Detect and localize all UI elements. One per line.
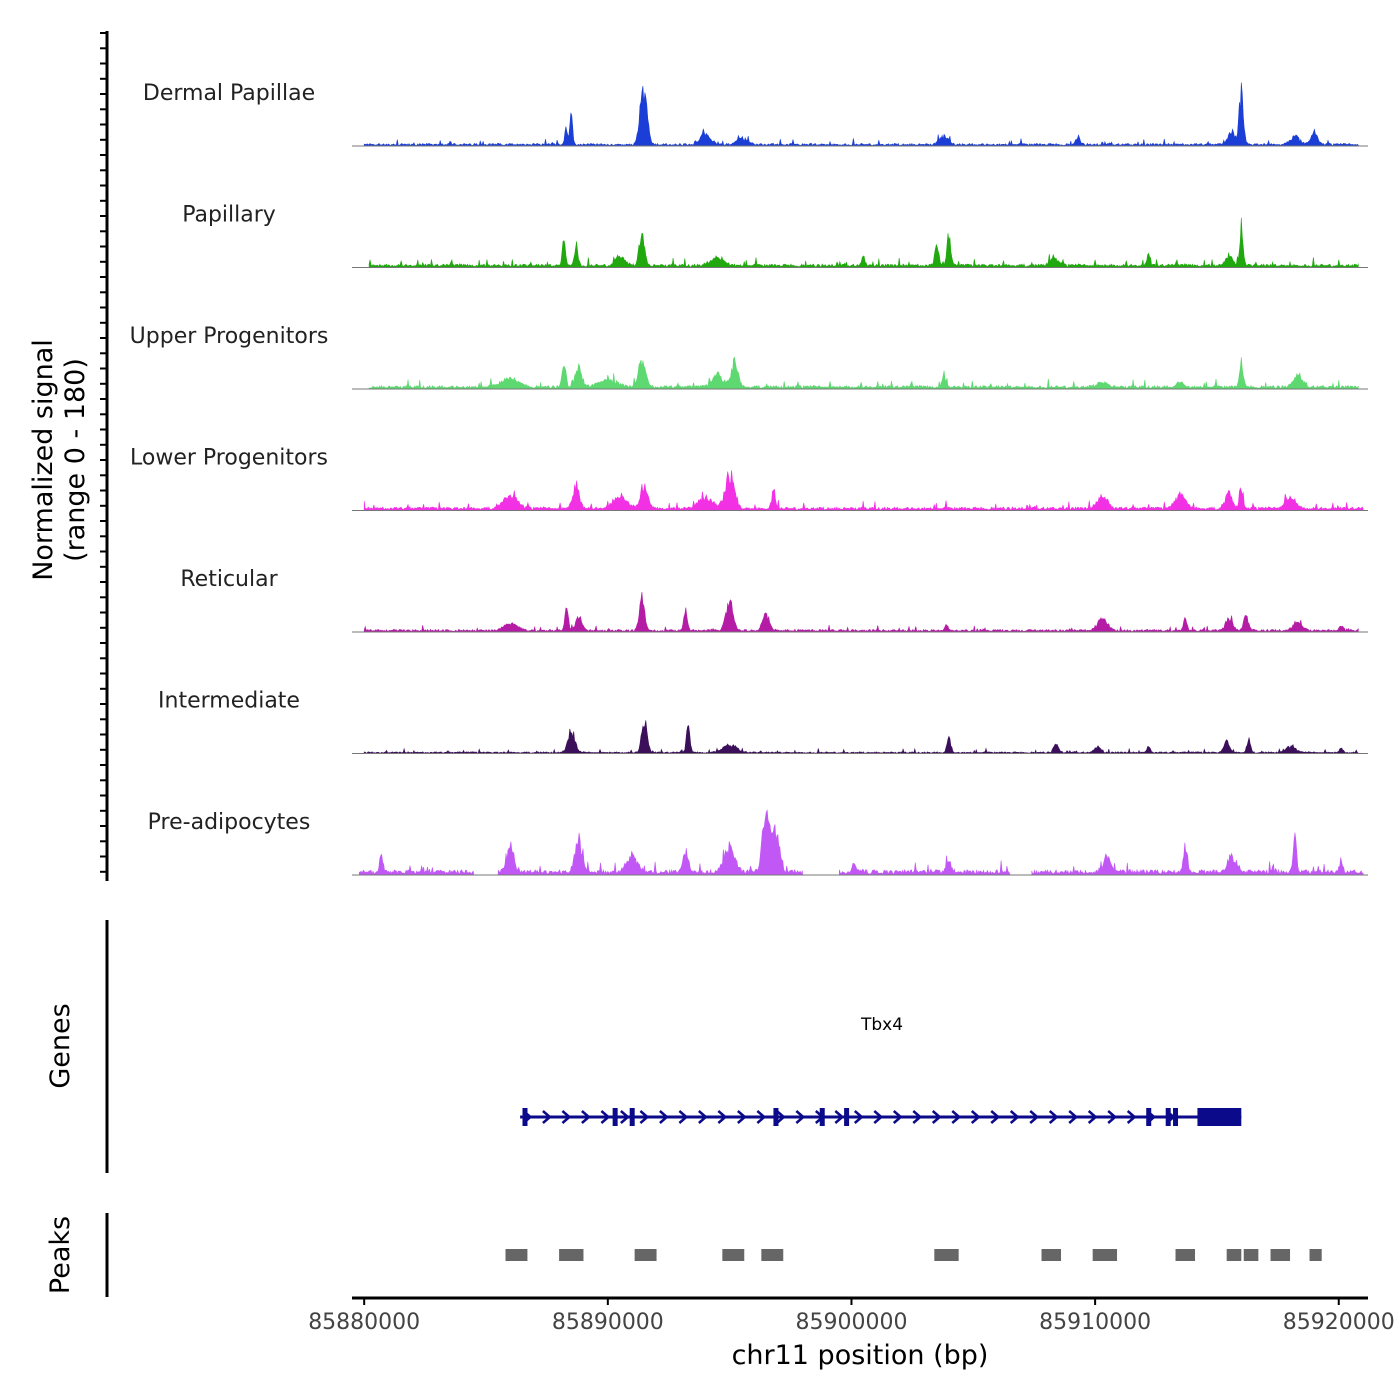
gene-name-label: Tbx4 bbox=[860, 1015, 903, 1035]
track-intermediate: Intermediate bbox=[158, 689, 1368, 754]
x-axis: 85880000 85890000 85900000 85910000 85920000 bbox=[308, 1296, 1395, 1335]
track-label: Intermediate bbox=[158, 689, 300, 714]
gene-strand-arrow bbox=[1087, 1110, 1098, 1124]
track-label: Dermal Papillae bbox=[143, 81, 315, 106]
signal-y-axis bbox=[100, 31, 109, 881]
track-reticular: Reticular bbox=[180, 567, 1368, 633]
track-papillary: Papillary bbox=[182, 203, 1368, 268]
gene-strand-arrow bbox=[620, 1110, 630, 1124]
track-label: Pre-adipocytes bbox=[148, 810, 311, 835]
y-axis-title-range: (range 0 - 180) bbox=[60, 358, 91, 562]
gene-exon bbox=[844, 1108, 850, 1126]
gene-exon bbox=[819, 1108, 825, 1126]
track-label: Lower Progenitors bbox=[130, 446, 328, 471]
gene-exon bbox=[612, 1108, 618, 1126]
gene-strand-arrow bbox=[892, 1110, 903, 1124]
gene-model-tbx4 bbox=[520, 1108, 1242, 1126]
gene-strand-arrow bbox=[600, 1110, 611, 1124]
peak-region-box bbox=[559, 1249, 584, 1261]
signal-tracks: Dermal Papillae Papillary Upper Progenitor… bbox=[130, 81, 1368, 876]
gene-strand-arrow bbox=[970, 1110, 981, 1124]
track-lower-progenitors: Lower Progenitors bbox=[130, 446, 1368, 511]
gene-strand-arrow bbox=[776, 1110, 786, 1124]
peak-region-box bbox=[761, 1249, 784, 1261]
track-label: Papillary bbox=[182, 203, 276, 228]
track-signal-area bbox=[368, 217, 1359, 268]
gene-strand-arrow bbox=[1029, 1110, 1040, 1124]
peaks-panel: Peaks bbox=[45, 1213, 1322, 1297]
peak-region-box bbox=[1309, 1249, 1322, 1261]
gene-exon bbox=[1173, 1108, 1179, 1126]
track-signal-area bbox=[363, 82, 1359, 147]
gene-strand-arrow bbox=[561, 1110, 572, 1124]
peak-region-box bbox=[1243, 1249, 1259, 1261]
gene-exon bbox=[1165, 1108, 1171, 1126]
gene-strand-arrow bbox=[678, 1110, 689, 1124]
peak-region-box bbox=[934, 1249, 959, 1261]
y-axis-title: Normalized signal bbox=[28, 339, 59, 581]
track-label: Upper Progenitors bbox=[130, 324, 329, 349]
gene-terminal-exon bbox=[1197, 1108, 1242, 1126]
x-tick-label: 85880000 bbox=[308, 1310, 420, 1335]
gene-strand-arrow bbox=[1126, 1110, 1137, 1124]
x-tick-label: 85910000 bbox=[1039, 1310, 1151, 1335]
gene-strand-arrow bbox=[542, 1110, 552, 1124]
peak-region-box bbox=[1226, 1249, 1242, 1261]
peak-region-box bbox=[505, 1249, 528, 1261]
gene-strand-arrow bbox=[1107, 1110, 1118, 1124]
gene-strand-arrow bbox=[931, 1110, 942, 1124]
peak-regions bbox=[505, 1249, 1322, 1261]
gene-strand-arrow bbox=[990, 1110, 1001, 1124]
track-signal-area bbox=[363, 591, 1359, 633]
gene-strand-arrow bbox=[1068, 1110, 1079, 1124]
gene-exon bbox=[522, 1108, 528, 1126]
gene-strand-arrow bbox=[853, 1110, 864, 1124]
peak-region-box bbox=[1175, 1249, 1196, 1261]
track-signal-area bbox=[497, 809, 804, 876]
gene-strand-arrow bbox=[834, 1110, 845, 1124]
peak-region-box bbox=[1270, 1249, 1291, 1261]
x-tick-label: 85920000 bbox=[1283, 1310, 1395, 1335]
x-axis-title: chr11 position (bp) bbox=[732, 1340, 989, 1371]
gene-strand-arrow bbox=[737, 1110, 747, 1124]
gene-strand-arrow bbox=[756, 1110, 767, 1124]
gene-strand-arrow bbox=[639, 1110, 650, 1124]
track-signal-area bbox=[1031, 832, 1364, 876]
track-signal-area bbox=[368, 356, 1359, 390]
peak-region-box bbox=[1041, 1249, 1062, 1261]
gene-exon bbox=[1146, 1108, 1152, 1126]
gene-strand-arrow bbox=[581, 1110, 591, 1124]
track-signal-area bbox=[839, 855, 1011, 876]
gene-strand-arrow bbox=[717, 1110, 728, 1124]
track-signal-area bbox=[359, 853, 475, 876]
gene-exon bbox=[629, 1108, 635, 1126]
gene-strand-arrow bbox=[659, 1110, 669, 1124]
track-dermal-papillae: Dermal Papillae bbox=[143, 81, 1368, 147]
track-signal-area bbox=[363, 470, 1364, 511]
track-pre-adipocytes: Pre-adipocytes bbox=[148, 809, 1368, 876]
gene-strand-arrow bbox=[1048, 1110, 1059, 1124]
peak-region-box bbox=[634, 1249, 657, 1261]
track-signal-area bbox=[363, 720, 1359, 754]
gene-strand-arrow bbox=[698, 1110, 708, 1124]
peak-region-box bbox=[722, 1249, 745, 1261]
peak-region-box bbox=[1092, 1249, 1118, 1261]
gene-exon bbox=[773, 1108, 779, 1126]
x-tick-label: 85890000 bbox=[552, 1310, 664, 1335]
x-tick-label: 85900000 bbox=[795, 1310, 907, 1335]
track-label: Reticular bbox=[180, 567, 278, 592]
gene-strand-arrow bbox=[1009, 1110, 1020, 1124]
track-upper-progenitors: Upper Progenitors bbox=[130, 324, 1368, 390]
gene-strand-arrow bbox=[795, 1110, 806, 1124]
gene-strand-arrow bbox=[873, 1110, 884, 1124]
genes-label: Genes bbox=[45, 1003, 76, 1088]
peaks-label: Peaks bbox=[45, 1216, 76, 1294]
gene-strand-arrow bbox=[951, 1110, 962, 1124]
genes-panel: Genes Tbx4 bbox=[45, 920, 1242, 1173]
gene-strand-arrow bbox=[912, 1110, 923, 1124]
